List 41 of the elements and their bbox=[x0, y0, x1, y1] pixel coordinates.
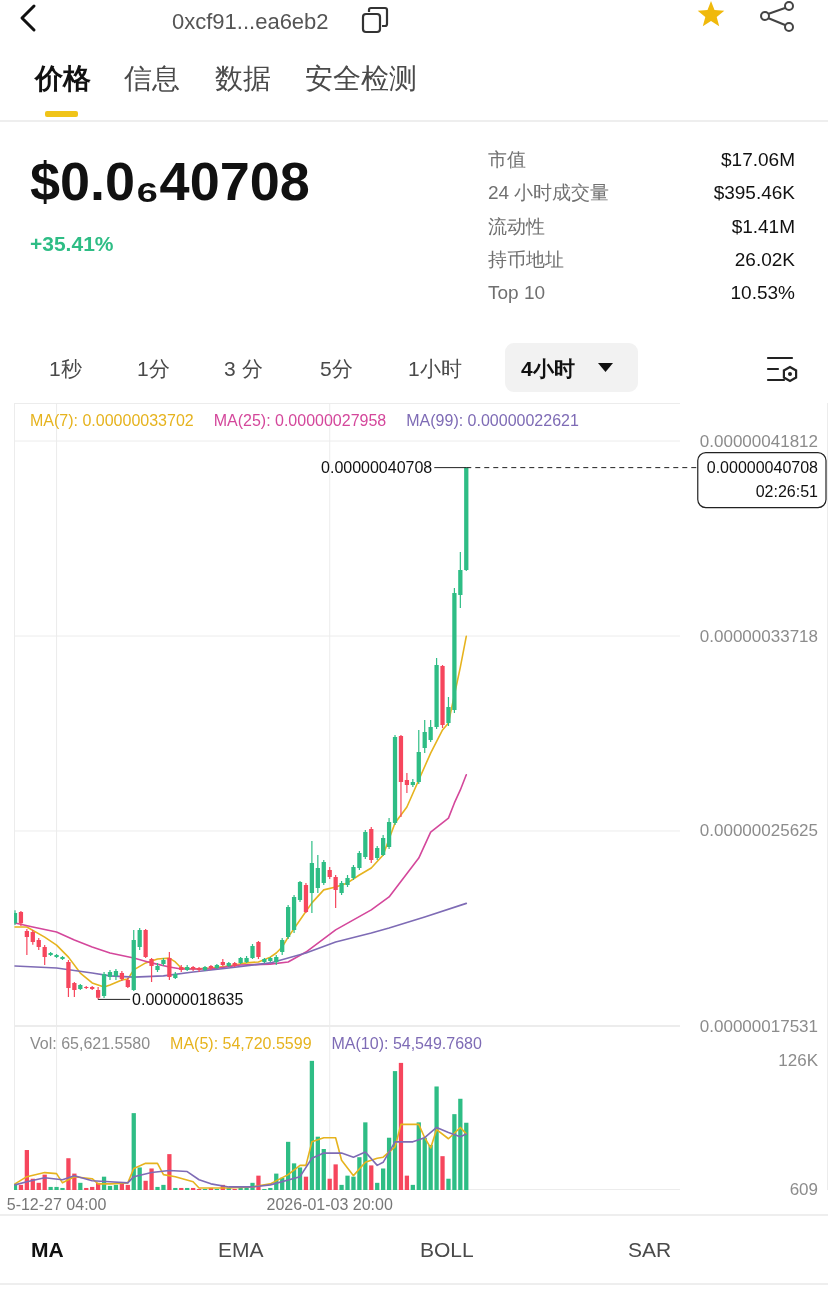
y-tick-label: 126K bbox=[778, 1051, 819, 1071]
text: Top 10 bbox=[488, 281, 546, 303]
text: 4小时 bbox=[521, 356, 575, 380]
text: 流动性 bbox=[488, 215, 545, 237]
y-tick-label: 0.00000017531 bbox=[699, 1016, 818, 1036]
ref-line-label: 0.00000040708 02:26:51 bbox=[706, 459, 819, 501]
legend: MA(7): 0.00000033702 MA(25): 0.00000027958 MA(99): 0.00000022621 bbox=[30, 411, 579, 429]
text: 信息 bbox=[124, 62, 180, 94]
text: 市值 bbox=[488, 148, 526, 170]
legend: Vol: 65,621.5580 MA(5): 54,720.5599 MA(10): 54,549.7680 bbox=[30, 1034, 482, 1052]
text: $395.46K bbox=[713, 181, 796, 203]
y-tick-label: 0.00000033718 bbox=[699, 626, 818, 646]
annotation: 0.00000040708 bbox=[321, 459, 433, 477]
text: $0.0₆40708 bbox=[30, 151, 310, 211]
text: +35.41% bbox=[30, 231, 114, 255]
text: 5分 bbox=[320, 356, 353, 380]
y-tick-label: 0.00000025625 bbox=[699, 821, 818, 841]
text: 0xcf91...ea6eb2 bbox=[172, 8, 329, 34]
text: $17.06M bbox=[721, 148, 795, 170]
text: $1.41M bbox=[731, 215, 795, 237]
text: 3 分 bbox=[224, 356, 263, 380]
text: SAR bbox=[628, 1237, 672, 1261]
text: 数据 bbox=[215, 62, 271, 94]
text: EMA bbox=[218, 1237, 264, 1261]
y-tick-label: 0.00000041812 bbox=[699, 431, 818, 451]
text: 26.02K bbox=[734, 248, 796, 270]
text: 持币地址 bbox=[488, 248, 564, 270]
ref-line: 0.00000040708 02:26:51 bbox=[465, 452, 827, 509]
text: MA bbox=[31, 1237, 64, 1261]
text: 1秒 bbox=[49, 356, 82, 380]
x-tick-label: 5-12-27 04:00 bbox=[6, 1195, 107, 1213]
annotation: 0.00000018635 bbox=[132, 990, 244, 1008]
x-tick-label: 2026-01-03 20:00 bbox=[266, 1195, 393, 1213]
text: 1小时 bbox=[408, 356, 462, 380]
text: 价格 bbox=[34, 62, 91, 94]
text: 10.53% bbox=[730, 281, 796, 303]
text: 24 小时成交量 bbox=[488, 181, 610, 203]
y-tick-label: 609 bbox=[789, 1179, 818, 1199]
text: BOLL bbox=[420, 1237, 474, 1261]
text: 1分 bbox=[137, 356, 170, 380]
text: 安全检测 bbox=[305, 62, 417, 94]
